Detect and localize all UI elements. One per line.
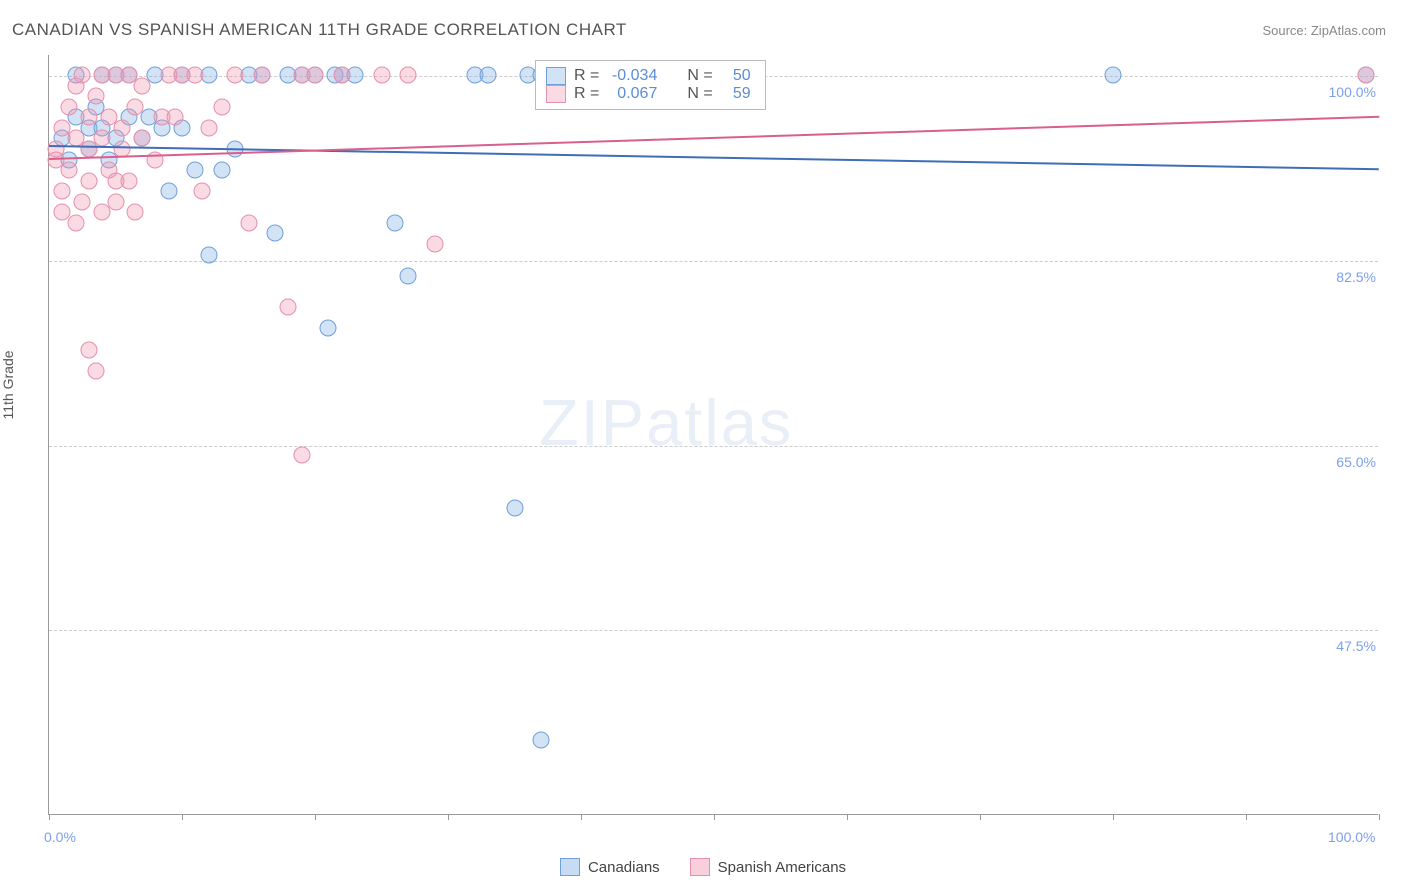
data-point [400, 267, 417, 284]
data-point [107, 193, 124, 210]
x-tick [581, 814, 582, 820]
data-point [280, 299, 297, 316]
trend-line [49, 116, 1379, 160]
x-tick [1113, 814, 1114, 820]
data-point [74, 193, 91, 210]
data-point [134, 77, 151, 94]
stats-box: R = -0.034 N = 50 R = 0.067 N = 59 [535, 60, 766, 110]
data-point [54, 183, 71, 200]
r-value: 0.067 [607, 85, 657, 103]
data-point [253, 67, 270, 84]
data-point [227, 67, 244, 84]
data-point [506, 499, 523, 516]
x-label-max: 100.0% [1328, 829, 1375, 845]
bottom-legend: Canadians Spanish Americans [0, 858, 1406, 876]
data-point [213, 162, 230, 179]
r-value: -0.034 [607, 67, 657, 85]
data-point [187, 67, 204, 84]
legend-label: Canadians [588, 859, 660, 876]
watermark-bold: ZIP [539, 386, 646, 459]
data-point [400, 67, 417, 84]
swatch-icon [546, 67, 566, 85]
data-point [320, 320, 337, 337]
n-value: 59 [721, 85, 751, 103]
y-tick-label: 82.5% [1332, 267, 1380, 287]
data-point [307, 67, 324, 84]
data-point [127, 204, 144, 221]
y-tick-label: 65.0% [1332, 452, 1380, 472]
data-point [213, 98, 230, 115]
chart-area: ZIPatlas 47.5% 65.0% 82.5% 100.0% [48, 55, 1378, 815]
x-tick [714, 814, 715, 820]
data-point [60, 98, 77, 115]
n-label: N = [687, 67, 712, 85]
chart-title: CANADIAN VS SPANISH AMERICAN 11TH GRADE … [12, 20, 627, 40]
watermark-light: atlas [646, 386, 793, 459]
data-point [200, 119, 217, 136]
data-point [533, 732, 550, 749]
data-point [167, 109, 184, 126]
data-point [373, 67, 390, 84]
data-point [80, 109, 97, 126]
x-tick [315, 814, 316, 820]
data-point [200, 246, 217, 263]
y-tick-label: 100.0% [1325, 82, 1380, 102]
data-point [80, 341, 97, 358]
legend-item-canadians: Canadians [560, 858, 660, 876]
x-tick [1379, 814, 1380, 820]
data-point [120, 172, 137, 189]
stats-row: R = -0.034 N = 50 [546, 67, 751, 85]
data-point [479, 67, 496, 84]
gridline [49, 261, 1378, 262]
data-point [94, 130, 111, 147]
r-label: R = [574, 67, 599, 85]
x-tick [1246, 814, 1247, 820]
watermark: ZIPatlas [539, 385, 793, 460]
trend-line [49, 145, 1379, 170]
data-point [114, 119, 131, 136]
data-point [386, 214, 403, 231]
legend-label: Spanish Americans [718, 859, 846, 876]
data-point [60, 162, 77, 179]
x-tick [980, 814, 981, 820]
x-tick [49, 814, 50, 820]
data-point [240, 214, 257, 231]
data-point [160, 183, 177, 200]
swatch-spanish [690, 858, 710, 876]
data-point [293, 447, 310, 464]
x-tick [182, 814, 183, 820]
gridline [49, 446, 1378, 447]
data-point [426, 236, 443, 253]
data-point [187, 162, 204, 179]
data-point [87, 88, 104, 105]
data-point [87, 362, 104, 379]
gridline [49, 630, 1378, 631]
n-label: N = [687, 85, 712, 103]
legend-item-spanish: Spanish Americans [690, 858, 846, 876]
data-point [67, 214, 84, 231]
data-point [333, 67, 350, 84]
swatch-icon [546, 85, 566, 103]
stats-row: R = 0.067 N = 59 [546, 85, 751, 103]
data-point [267, 225, 284, 242]
source-label: Source: ZipAtlas.com [1262, 23, 1386, 38]
data-point [193, 183, 210, 200]
y-tick-label: 47.5% [1332, 636, 1380, 656]
x-tick [448, 814, 449, 820]
r-label: R = [574, 85, 599, 103]
x-tick [847, 814, 848, 820]
data-point [134, 130, 151, 147]
y-axis-label: 11th Grade [0, 350, 16, 419]
data-point [127, 98, 144, 115]
data-point [80, 172, 97, 189]
data-point [1357, 67, 1374, 84]
swatch-canadians [560, 858, 580, 876]
data-point [1105, 67, 1122, 84]
n-value: 50 [721, 67, 751, 85]
x-label-min: 0.0% [44, 829, 76, 845]
data-point [74, 67, 91, 84]
